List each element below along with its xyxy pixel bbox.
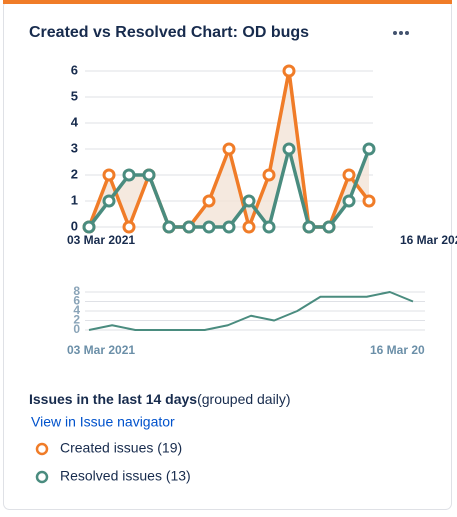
point	[122, 168, 136, 182]
point	[102, 168, 116, 182]
y-tick-label: 2	[71, 166, 78, 181]
series-line	[88, 291, 414, 331]
point	[282, 64, 296, 78]
point	[82, 220, 96, 234]
dot	[399, 31, 403, 35]
issue-navigator-link[interactable]: View in Issue navigator	[31, 414, 175, 430]
y-tick-label: 0	[73, 322, 80, 336]
point	[322, 220, 336, 234]
point	[142, 168, 156, 182]
y-tick-label: 3	[71, 140, 78, 155]
y-tick-label: 4	[73, 303, 80, 317]
point	[342, 168, 356, 182]
point	[122, 220, 136, 234]
card-accent	[3, 0, 452, 4]
point	[162, 220, 176, 234]
point	[262, 220, 276, 234]
legend-heading: Issues in the last 14 days(grouped daily…	[29, 391, 290, 407]
point	[202, 220, 216, 234]
dot	[405, 31, 409, 35]
point	[182, 220, 196, 234]
point	[222, 142, 236, 156]
x-labels: 03 Mar 2021 16 Mar 2021	[67, 343, 438, 357]
legend-note: (grouped daily)	[197, 391, 290, 407]
more-menu[interactable]	[393, 31, 409, 35]
point	[102, 194, 116, 208]
point	[242, 194, 256, 208]
legend-item: Resolved issues (13)	[60, 468, 191, 484]
legend-heading-text: Issues in the last 14 days	[29, 391, 197, 407]
y-tick-label: 4	[71, 114, 79, 129]
gadget-title: Created vs Resolved Chart: OD bugs	[29, 24, 309, 41]
point	[362, 194, 376, 208]
point	[362, 142, 376, 156]
point	[342, 194, 356, 208]
y-tick-label: 6	[71, 62, 78, 77]
legend-swatch	[35, 470, 49, 484]
point	[202, 194, 216, 208]
y-tick-label: 5	[71, 88, 78, 103]
legend-swatch	[35, 442, 49, 456]
point	[262, 168, 276, 182]
x-tick-label: 16 Mar 2021	[400, 233, 457, 247]
y-tick-label: 6	[73, 294, 80, 308]
y-tick-label: 1	[71, 192, 78, 207]
point	[302, 220, 316, 234]
dot	[393, 31, 397, 35]
y-tick-label: 8	[73, 284, 80, 298]
y-tick-label: 2	[73, 313, 80, 327]
legend-item: Created issues (19)	[60, 440, 182, 456]
x-tick-label: 16 Mar 2021	[370, 343, 438, 357]
x-tick-label: 03 Mar 2021	[67, 343, 135, 357]
point	[222, 220, 236, 234]
y-tick-label: 0	[71, 218, 78, 233]
point	[242, 220, 256, 234]
point	[282, 142, 296, 156]
x-tick-label: 03 Mar 2021	[67, 233, 135, 247]
